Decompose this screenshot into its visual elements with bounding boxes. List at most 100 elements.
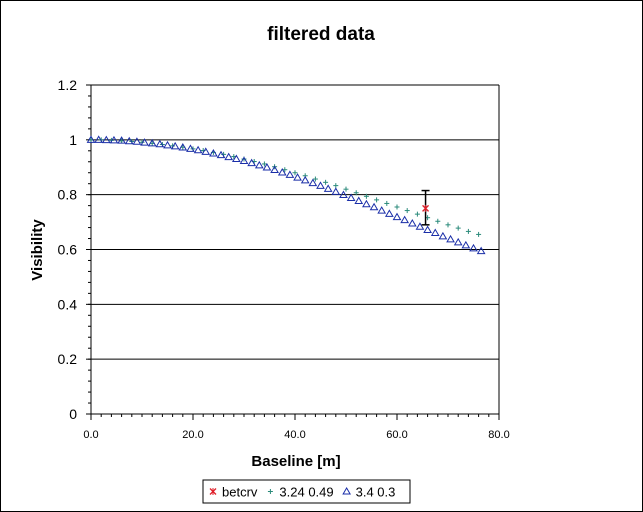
data-point: [293, 173, 302, 181]
data-point: [461, 240, 471, 249]
data-point: [407, 218, 417, 227]
data-point: [400, 215, 410, 224]
x-tick-label-4: 80.0: [488, 429, 509, 441]
legend-marker-0: [209, 488, 217, 495]
data-point: [292, 170, 298, 176]
data-point: [414, 211, 420, 217]
legend: betcrv 3.24 0.49 3.4 0.3: [202, 479, 411, 504]
data-point: [312, 176, 318, 182]
data-point: [178, 143, 188, 151]
data-point: [363, 193, 369, 199]
data-point: [343, 186, 349, 192]
data-point: [124, 136, 134, 145]
data-point: [285, 170, 295, 178]
data-point: [339, 190, 348, 198]
data-point: [254, 160, 264, 169]
legend-entry-2: 3.4 0.3: [356, 485, 396, 500]
data-point: [170, 141, 180, 150]
y-tick-label-4: 0.8: [58, 187, 78, 203]
x-axis-ticks: 0.0 20.0 40.0 60.0 80.0: [83, 414, 510, 441]
data-point: [438, 231, 448, 240]
x-tick-label-0: 0.0: [83, 429, 98, 441]
data-point: [392, 212, 402, 221]
data-point: [445, 222, 451, 228]
data-point: [186, 144, 195, 152]
data-point: [262, 163, 272, 171]
data-point: [323, 184, 333, 192]
data-point: [270, 165, 279, 173]
data-point: [261, 161, 267, 167]
data-point: [163, 140, 172, 149]
y-tick-label-1: 0.2: [58, 351, 78, 367]
data-point: [430, 228, 440, 237]
data-point: [333, 183, 339, 189]
data-point: [369, 202, 379, 211]
legend-marker-1: [267, 489, 273, 494]
data-point: [435, 218, 441, 224]
data-point: [346, 193, 356, 201]
chart-title: filtered data: [267, 24, 375, 45]
series-0: [421, 189, 430, 226]
data-point: [353, 190, 359, 196]
data-point: [216, 150, 226, 159]
data-point: [140, 138, 149, 146]
data-point: [277, 167, 287, 176]
data-point: [247, 158, 257, 167]
x-axis-label: Baseline [m]: [251, 453, 340, 470]
data-point: [239, 156, 249, 164]
y-axis-label: Visibility: [29, 219, 46, 281]
data-point: [231, 154, 241, 163]
y-tick-label-5: 1: [69, 132, 77, 148]
data-point: [94, 135, 104, 143]
data-point: [147, 138, 157, 147]
legend-entry-0: betcrv: [222, 485, 258, 500]
data-point: [465, 228, 471, 234]
data-point: [132, 137, 142, 145]
data-point: [423, 225, 432, 234]
series-2: [86, 135, 486, 255]
data-point: [86, 135, 96, 143]
data-point: [455, 225, 461, 231]
legend-marker-2: [342, 487, 351, 495]
data-point: [422, 204, 430, 212]
data-point: [209, 149, 218, 157]
data-point: [374, 197, 380, 203]
y-axis-ticks: 0 0.2 0.4 0.6 0.8 1 1.2: [58, 77, 91, 422]
data-point: [117, 136, 126, 144]
data-point: [446, 234, 455, 243]
data-point: [384, 209, 394, 217]
data-point: [101, 135, 111, 144]
legend-entry-1: 3.24 0.49: [279, 485, 333, 500]
x-tick-label-2: 40.0: [284, 429, 305, 441]
data-point: [415, 222, 425, 230]
data-point: [476, 246, 486, 255]
data-point: [394, 204, 400, 210]
data-point: [469, 243, 478, 252]
data-point: [404, 208, 410, 214]
y-tick-label-2: 0.4: [58, 296, 78, 312]
data-point: [362, 199, 371, 208]
y-tick-label-0: 0: [69, 406, 77, 422]
data-point: [224, 152, 234, 161]
data-point: [155, 139, 165, 148]
data-point: [323, 179, 329, 185]
data-point: [453, 237, 463, 246]
data-point: [109, 135, 119, 144]
legend-box: [202, 479, 411, 504]
series-1: [88, 137, 482, 237]
data-point: [193, 145, 203, 154]
data-point: [300, 175, 310, 184]
data-point: [354, 196, 364, 204]
data-point: [201, 147, 211, 155]
data-point: [377, 206, 387, 214]
data-point: [308, 178, 318, 187]
grid-lines: [91, 84, 499, 360]
x-tick-label-1: 20.0: [182, 429, 203, 441]
data-marks: [86, 135, 486, 255]
x-tick-label-3: 60.0: [386, 429, 407, 441]
data-point: [316, 181, 325, 189]
y-tick-label-3: 0.6: [58, 242, 78, 258]
data-point: [331, 187, 341, 195]
data-point: [384, 200, 390, 206]
